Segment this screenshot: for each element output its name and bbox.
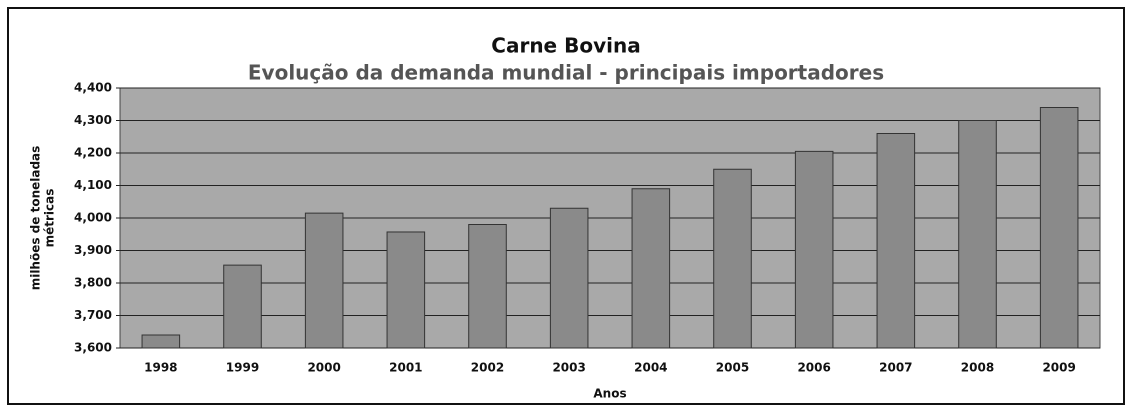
bar [631,188,671,349]
x-tick-label: 2005 [716,361,749,375]
y-tick-label: 3,700 [74,308,112,322]
y-tick-label: 4,000 [74,211,112,225]
x-tick-label: 2003 [552,361,585,375]
y-tick-label: 4,100 [74,178,112,192]
bar [223,264,262,349]
bar [386,231,426,349]
y-tick-label: 3,800 [74,276,112,290]
y-axis-label: milhões de toneladas [29,146,43,291]
y-tick-label: 4,400 [74,81,112,95]
x-tick-label: 2001 [389,361,422,375]
x-tick-label: 2004 [634,361,667,375]
y-axis-label: métricas [43,189,57,248]
bar [794,150,834,349]
x-tick-label: 2009 [1042,361,1075,375]
x-tick-label: 2002 [471,361,504,375]
bar [876,133,916,349]
bar [304,212,344,349]
y-tick-label: 4,200 [74,146,112,160]
bar [958,120,997,349]
x-tick-label: 2000 [307,361,340,375]
x-tick-label: 2007 [879,361,912,375]
x-axis-label: Anos [593,387,626,401]
y-tick-label: 4,300 [74,113,112,127]
x-tick-label: 2006 [797,361,830,375]
x-tick-label: 1998 [144,361,177,375]
x-tick-label: 2008 [961,361,994,375]
bar [713,168,752,349]
y-tick-label: 3,600 [74,341,112,355]
bar [468,224,507,349]
bar [1039,107,1079,349]
x-tick-label: 1999 [226,361,259,375]
chart-title: Carne Bovina [491,34,640,58]
bar [141,334,181,349]
chart-subtitle: Evolução da demanda mundial - principais… [248,61,884,85]
y-tick-label: 3,900 [74,243,112,257]
bar [549,207,589,349]
